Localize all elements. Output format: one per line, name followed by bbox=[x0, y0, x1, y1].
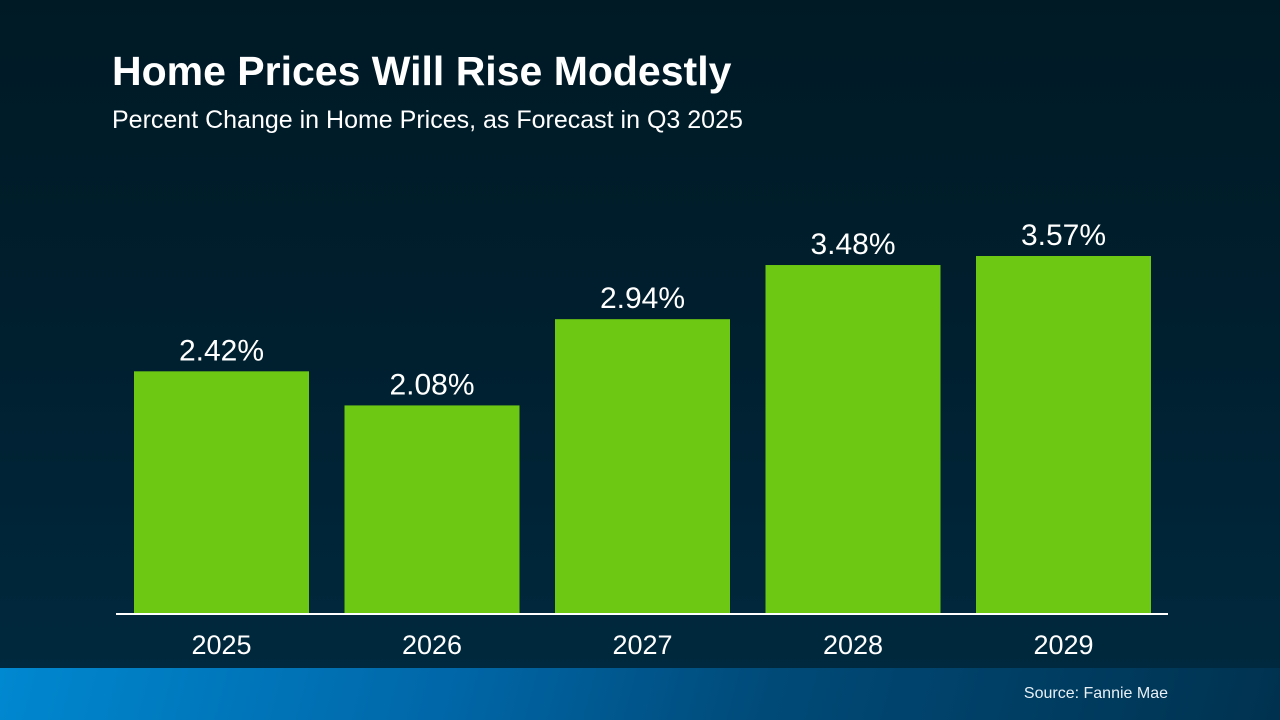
bar-2027 bbox=[555, 319, 730, 614]
chart-title: Home Prices Will Rise Modestly bbox=[112, 48, 732, 94]
chart-subtitle: Percent Change in Home Prices, as Foreca… bbox=[112, 106, 743, 134]
x-tick-label-2029: 2029 bbox=[1033, 630, 1093, 660]
x-tick-label-2025: 2025 bbox=[191, 630, 251, 660]
bar-chart: 2.42% 2025 2.08% 2026 2.94% 2027 3.48% 2028 3.57… bbox=[134, 219, 1151, 660]
bar-2029 bbox=[976, 256, 1151, 614]
footer-bar: Source: Fannie Mae bbox=[0, 668, 1280, 720]
x-tick-label-2026: 2026 bbox=[402, 630, 462, 660]
data-label-2026: 2.08% bbox=[389, 368, 474, 401]
data-label-2028: 3.48% bbox=[810, 228, 895, 261]
source-text: Source: Fannie Mae bbox=[1023, 685, 1168, 702]
bar-2028 bbox=[765, 265, 941, 614]
bars-group: 2.42% 2025 2.08% 2026 2.94% 2027 3.48% 2028 3.57… bbox=[134, 219, 1151, 660]
data-label-2025: 2.42% bbox=[179, 334, 264, 367]
x-tick-label-2027: 2027 bbox=[612, 630, 672, 660]
data-label-2027: 2.94% bbox=[600, 282, 685, 315]
bar-2025 bbox=[134, 371, 309, 614]
data-label-2029: 3.57% bbox=[1021, 219, 1106, 252]
x-tick-label-2028: 2028 bbox=[823, 630, 883, 660]
bar-2026 bbox=[344, 405, 520, 614]
